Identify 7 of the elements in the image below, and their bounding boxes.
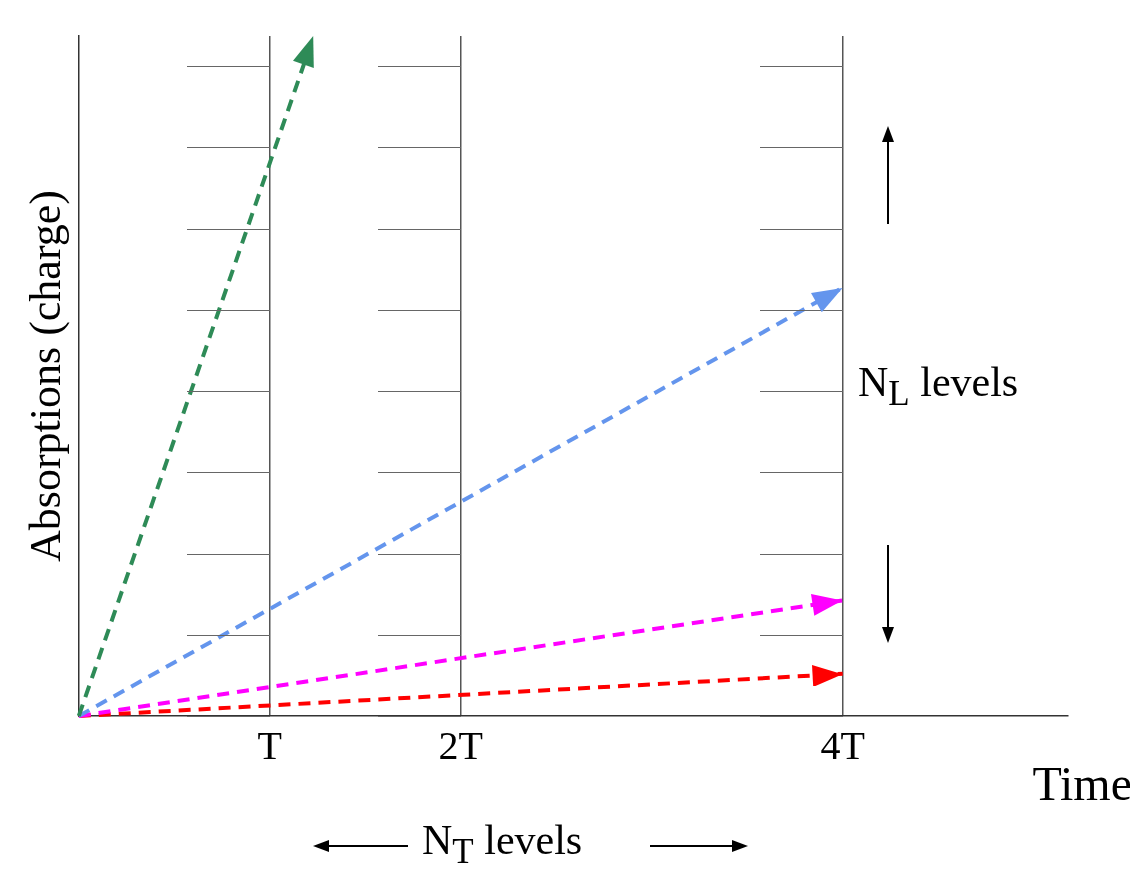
text: N$_{T}$ levels: [422, 816, 583, 873]
x-tick-label: 4T: [820, 722, 865, 768]
x-tick-label: 2T: [438, 722, 483, 768]
y-axis-title: Absorptions (charge): [20, 190, 70, 562]
annotation: N$_{L}$ levels: [858, 358, 1019, 415]
x-tick-label: T: [257, 722, 282, 768]
x-axis-title: Time: [1032, 756, 1130, 811]
